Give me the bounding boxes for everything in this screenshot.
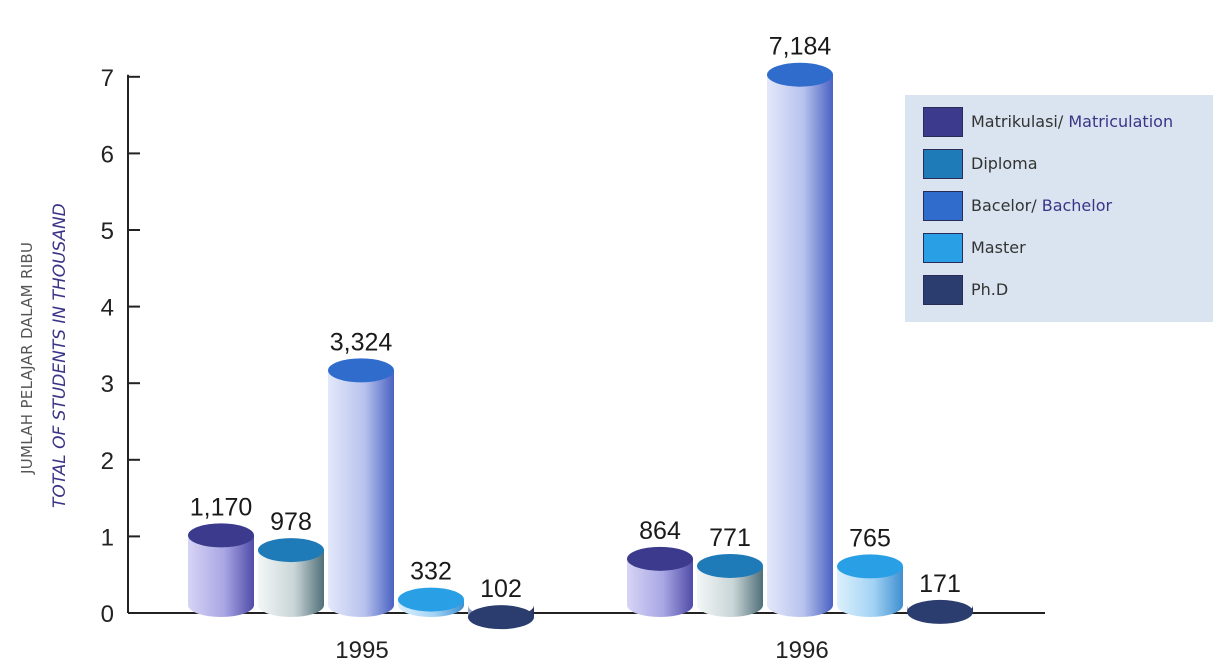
y-tick-label: 4 xyxy=(101,295,114,322)
bar-top xyxy=(627,546,693,571)
legend-label-malay: Diploma xyxy=(971,154,1038,173)
bar-bacelor-bachelor-1995 xyxy=(328,358,394,617)
legend-swatch xyxy=(923,233,963,263)
bar-top xyxy=(907,599,973,624)
bar-top xyxy=(398,587,464,612)
bar-top xyxy=(468,605,534,630)
legend-label-malay: Bacelor/ xyxy=(971,196,1037,215)
bar-diploma-1995 xyxy=(258,538,324,617)
data-label: 864 xyxy=(639,517,681,545)
data-label: 3,324 xyxy=(330,328,393,356)
y-axis-label-malay: JUMLAH PELAJAR DALAM RIBU xyxy=(18,241,36,475)
bar-ph-d-1996 xyxy=(907,599,973,624)
y-tick-label: 5 xyxy=(101,218,114,245)
bar-body xyxy=(188,535,254,617)
y-tick-label: 2 xyxy=(101,448,114,475)
bar-bacelor-bachelor-1996 xyxy=(767,62,833,618)
bar-diploma-1996 xyxy=(697,553,763,617)
bar-top xyxy=(188,523,254,548)
legend-swatch xyxy=(923,275,963,305)
data-label: 771 xyxy=(709,524,751,552)
legend-item: Matrikulasi/ Matriculation xyxy=(923,107,1213,137)
legend-label-malay: Matrikulasi/ xyxy=(971,112,1064,131)
y-tick-label: 0 xyxy=(101,601,114,628)
chart-bars xyxy=(188,62,973,630)
legend-item: Diploma xyxy=(923,149,1213,179)
legend-label-malay: Ph.D xyxy=(971,280,1009,299)
legend-label: Matrikulasi/ Matriculation xyxy=(971,112,1173,131)
data-label: 171 xyxy=(919,570,961,598)
bar-master-1995 xyxy=(398,587,464,617)
legend: Matrikulasi/ Matriculation Diploma Bacelor… xyxy=(905,95,1213,322)
legend-swatch xyxy=(923,191,963,221)
chart-labels: 1995 1,170 978 3,324 332 102 1996 864 771 7,184 76… xyxy=(190,33,961,662)
legend-swatch xyxy=(923,107,963,137)
legend-label-malay: Master xyxy=(971,238,1026,257)
legend-label-english: Bachelor xyxy=(1036,196,1113,215)
legend-label: Diploma xyxy=(971,154,1038,173)
bar-top xyxy=(697,553,763,578)
legend-item: Bacelor/ Bachelor xyxy=(923,191,1213,221)
legend-swatch xyxy=(923,149,963,179)
y-axis-label-english: TOTAL OF STUDENTS IN THOUSAND xyxy=(50,203,70,508)
y-tick-label: 3 xyxy=(101,371,114,398)
legend-label-english: Matriculation xyxy=(1063,112,1174,131)
legend-label: Bacelor/ Bachelor xyxy=(971,196,1112,215)
data-label: 7,184 xyxy=(769,33,832,61)
bar-master-1996 xyxy=(837,554,903,617)
data-label: 1,170 xyxy=(190,493,253,521)
legend-label: Master xyxy=(971,238,1026,257)
data-label: 102 xyxy=(480,575,522,603)
bar-top xyxy=(837,554,903,579)
data-label: 332 xyxy=(410,558,452,586)
bar-body xyxy=(697,565,763,617)
y-tick-label: 7 xyxy=(101,65,114,92)
data-label: 978 xyxy=(270,508,312,536)
x-tick-label-1996: 1996 xyxy=(775,637,828,662)
legend-label: Ph.D xyxy=(971,280,1008,299)
bar-body xyxy=(328,370,394,617)
legend-item: Ph.D xyxy=(923,275,1213,305)
bar-ph-d-1995 xyxy=(468,605,534,630)
bar-body xyxy=(767,74,833,618)
bar-matrikulasi-matriculation-1995 xyxy=(188,523,254,617)
legend-item: Master xyxy=(923,233,1213,263)
bar-matrikulasi-matriculation-1996 xyxy=(627,546,693,617)
x-tick-label-1995: 1995 xyxy=(335,637,388,662)
bar-top xyxy=(767,62,833,87)
data-label: 765 xyxy=(849,524,891,552)
bar-top xyxy=(328,358,394,383)
bar-top xyxy=(258,538,324,563)
y-tick-label: 1 xyxy=(101,524,114,551)
y-tick-label: 6 xyxy=(101,141,114,168)
bar-body xyxy=(837,566,903,617)
bar-body xyxy=(627,558,693,617)
bar-body xyxy=(258,550,324,617)
